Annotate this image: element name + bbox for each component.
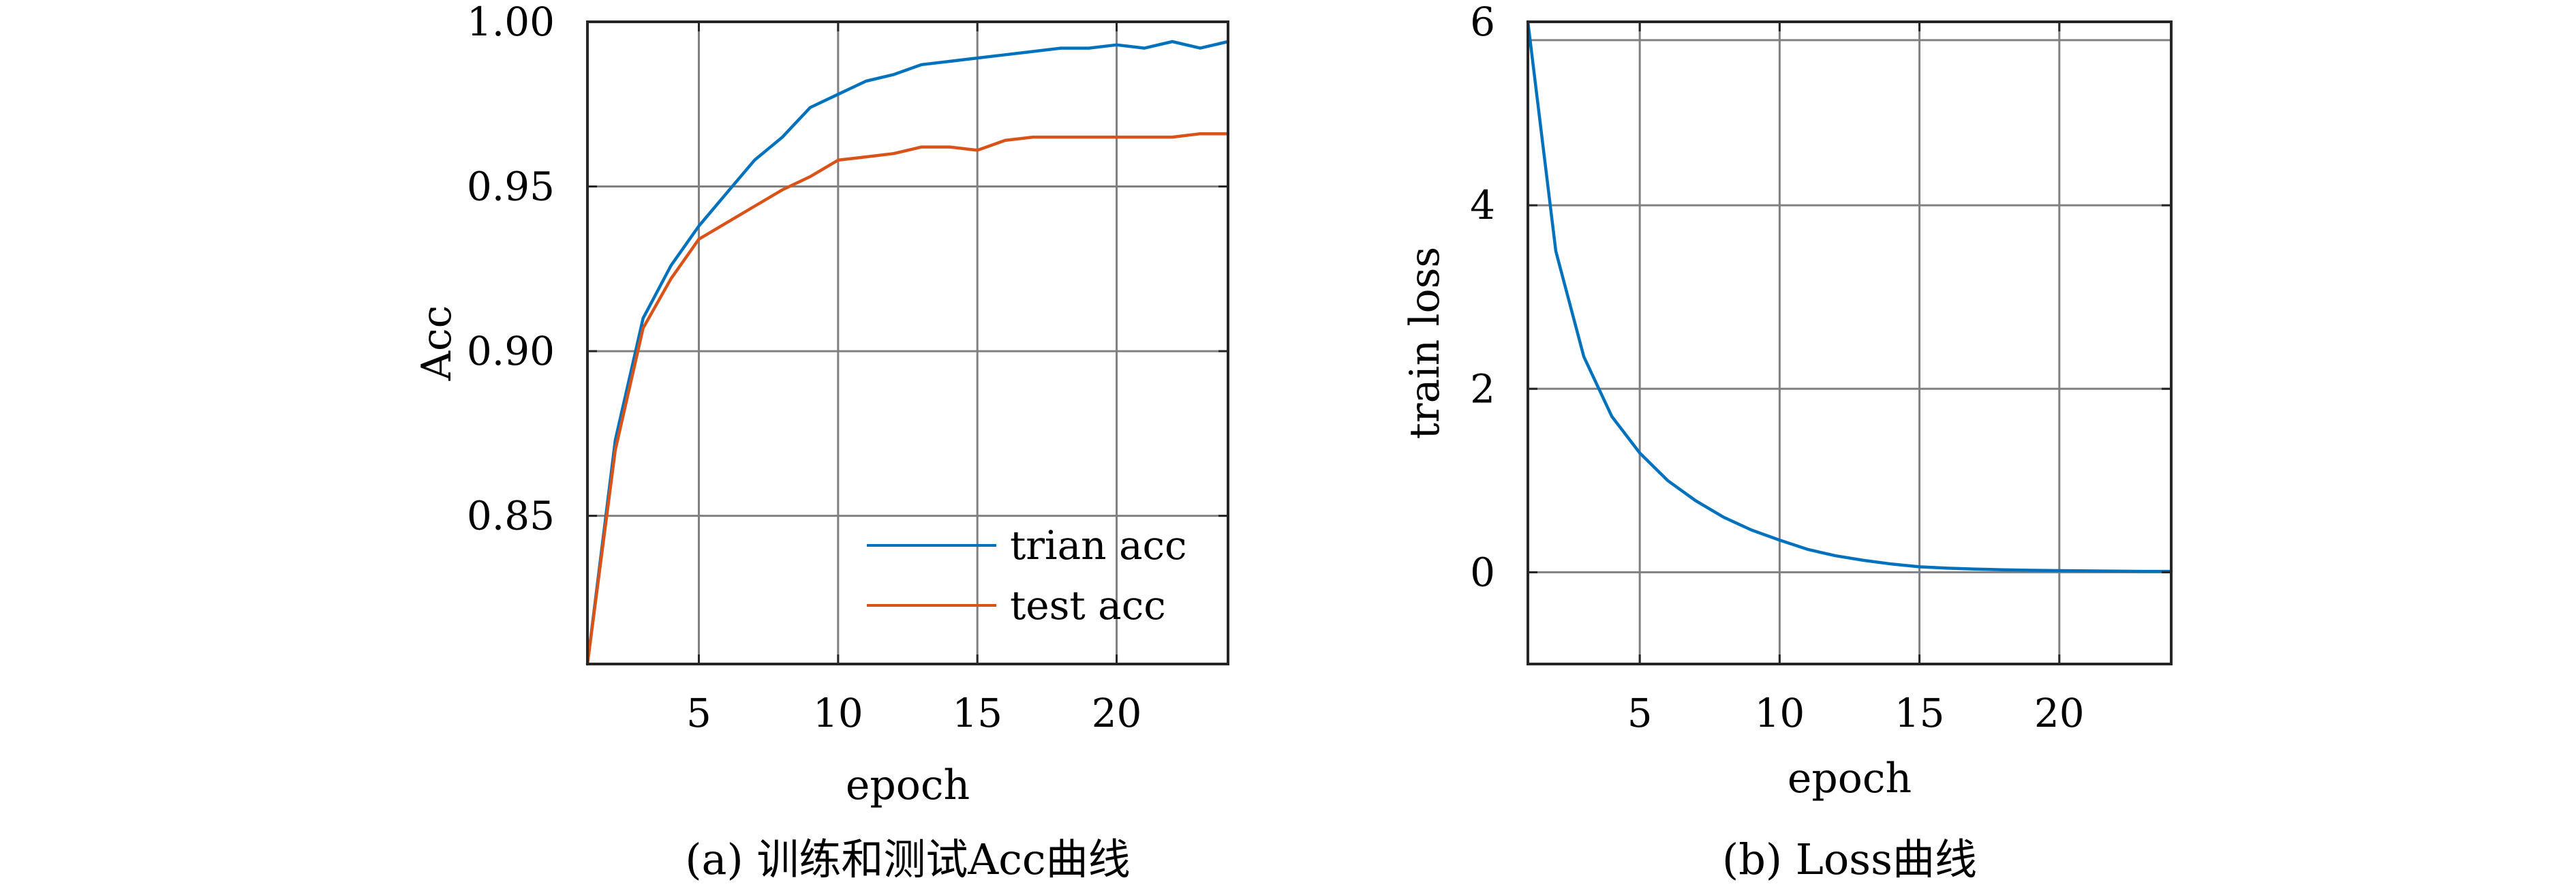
x-axis-label: epoch (846, 762, 970, 809)
caption-b: (b) Loss曲线 (1722, 834, 1977, 884)
chart-accuracy: 5 10 15 20 0.85 0.90 0.95 1.00 epoch Acc trian … (413, 0, 1230, 884)
grid-lines (587, 20, 1228, 664)
x-tick-label: 20 (1092, 690, 1142, 736)
y-tick-label: 6 (1470, 0, 1495, 45)
series-line-1 (585, 132, 1230, 666)
y-tick-label: 0.95 (467, 164, 555, 210)
plot-frame (586, 20, 1229, 665)
x-tick-label: 10 (813, 690, 863, 736)
caption-a: (a) 训练和测试Acc曲线 (685, 834, 1130, 884)
legend-label-train: trian acc (1010, 522, 1187, 569)
tick-labels: 5 10 15 20 0 2 4 6 (1470, 0, 2171, 736)
chart-loss: 5 10 15 20 0 2 4 6 epoch train loss (b) Loss曲线 (1401, 0, 2173, 884)
y-tick-label: 0 (1470, 549, 1495, 595)
y-axis-label: Acc (413, 305, 461, 382)
plot-frame (1527, 20, 2173, 665)
y-tick-label: 0.90 (467, 328, 555, 374)
series-lines (1526, 20, 2173, 573)
legend-label-test: test acc (1010, 582, 1166, 629)
series-line-0 (585, 40, 1230, 666)
y-tick-label: 0.85 (467, 493, 555, 539)
grid-lines (1528, 20, 2171, 664)
x-tick-label: 5 (1627, 690, 1653, 736)
y-axis-label: train loss (1401, 247, 1449, 439)
x-tick-label: 20 (2034, 690, 2085, 736)
tick-labels: 5 10 15 20 0.85 0.90 0.95 1.00 (467, 0, 1228, 736)
x-tick-label: 5 (686, 690, 711, 736)
x-axis-label: epoch (1788, 755, 1912, 802)
x-tick-label: 15 (1895, 690, 1945, 736)
legend: trian acc test acc (867, 522, 1187, 629)
y-tick-label: 4 (1470, 182, 1495, 228)
series-line-0 (1526, 20, 2173, 573)
x-tick-label: 10 (1754, 690, 1805, 736)
x-tick-label: 15 (952, 690, 1002, 736)
series-lines (585, 40, 1230, 666)
y-tick-label: 1.00 (467, 0, 555, 45)
y-tick-label: 2 (1470, 365, 1495, 412)
